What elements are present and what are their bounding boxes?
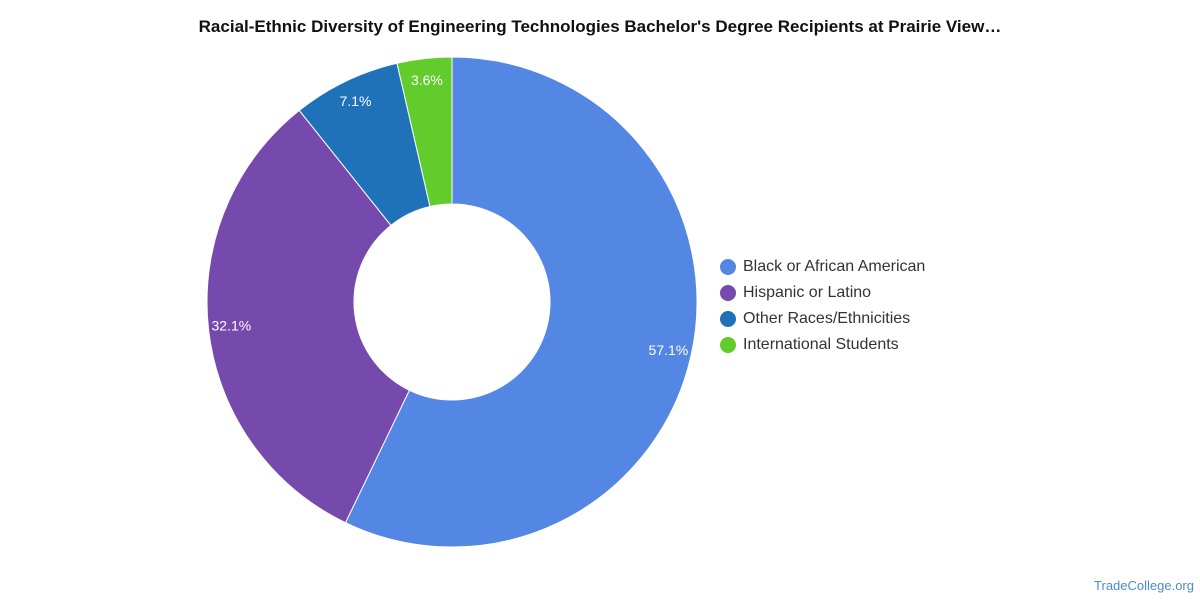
slice-labels-group: 57.1% 32.1% 7.1% 3.6% xyxy=(212,72,689,358)
legend-marker xyxy=(720,337,736,353)
legend-label: Black or African American xyxy=(743,258,926,275)
legend-item-international-students[interactable]: International Students xyxy=(720,332,925,358)
slice-label-hispanic-or-latino: 32.1% xyxy=(212,317,252,333)
legend-marker xyxy=(720,285,736,301)
legend-item-black-or-african-american[interactable]: Black or African American xyxy=(720,254,925,280)
slice-label-other-races-ethnicities: 7.1% xyxy=(340,93,372,109)
slice-hispanic-or-latino[interactable] xyxy=(206,109,411,524)
legend-label: International Students xyxy=(743,336,899,353)
slice-label-international-students: 3.6% xyxy=(411,72,443,88)
chart-title: Racial-Ethnic Diversity of Engineering T… xyxy=(198,17,1002,36)
slice-black-or-african-american[interactable] xyxy=(344,56,698,548)
slice-international-students[interactable] xyxy=(396,56,453,208)
legend-label: Hispanic or Latino xyxy=(743,284,872,301)
legend-marker xyxy=(720,311,736,327)
legend-item-other-races-ethnicities[interactable]: Other Races/Ethnicities xyxy=(720,306,925,332)
legend-label: Other Races/Ethnicities xyxy=(743,310,911,327)
slice-label-black-or-african-american: 57.1% xyxy=(649,342,689,358)
legend-marker xyxy=(720,259,736,275)
watermark-link[interactable]: TradeCollege.org xyxy=(1094,578,1194,593)
legend-item-hispanic-or-latino[interactable]: Hispanic or Latino xyxy=(720,280,925,306)
legend: Black or African American Hispanic or La… xyxy=(720,254,925,358)
slices-group xyxy=(206,56,698,548)
